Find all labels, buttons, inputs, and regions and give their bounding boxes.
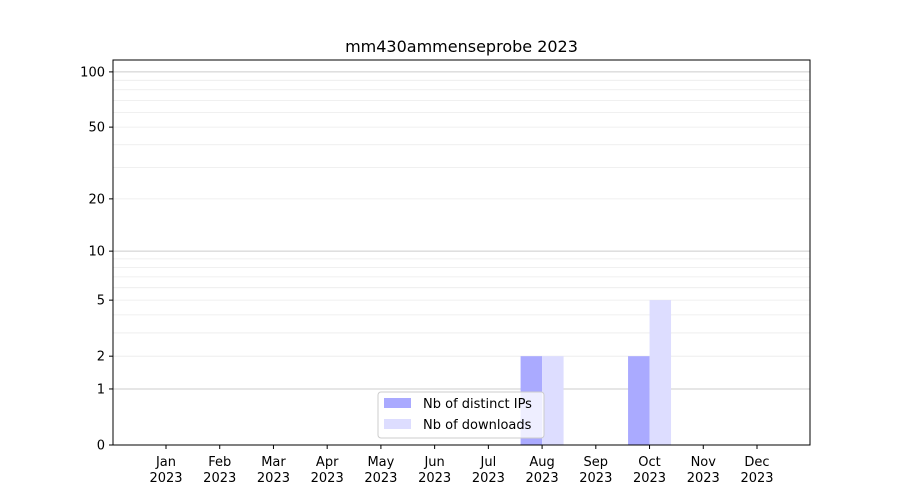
- x-tick-label-year: 2023: [257, 471, 290, 486]
- x-tick-label-month: Oct: [638, 455, 660, 470]
- y-tick-label: 1: [97, 382, 105, 397]
- y-tick-label: 50: [88, 121, 105, 136]
- x-tick-label-year: 2023: [364, 471, 397, 486]
- bar-downloads: [649, 300, 672, 445]
- bar-distinct-ips: [628, 356, 650, 445]
- x-tick-label-month: Mar: [261, 455, 286, 470]
- y-tick-label: 20: [88, 192, 105, 207]
- legend-label: Nb of distinct IPs: [423, 397, 532, 412]
- x-tick-label-year: 2023: [418, 471, 451, 486]
- x-tick-label-year: 2023: [472, 471, 505, 486]
- chart-title: mm430ammenseprobe 2023: [345, 37, 578, 56]
- x-tick-label-month: Sep: [584, 455, 609, 470]
- bar-downloads: [542, 356, 564, 445]
- x-tick-label-month: Jan: [155, 455, 176, 470]
- x-tick-label-year: 2023: [526, 471, 559, 486]
- x-tick-label-year: 2023: [740, 471, 773, 486]
- x-tick-label-year: 2023: [687, 471, 720, 486]
- x-tick-label-year: 2023: [203, 471, 236, 486]
- x-tick-label-month: Feb: [208, 455, 231, 470]
- x-tick-label-year: 2023: [579, 471, 612, 486]
- legend-swatch: [384, 398, 411, 408]
- x-tick-label-month: Nov: [691, 455, 717, 470]
- x-tick-label-year: 2023: [311, 471, 344, 486]
- x-tick-label-year: 2023: [149, 471, 182, 486]
- y-tick-label: 100: [80, 65, 105, 80]
- y-tick-label: 2: [97, 350, 105, 365]
- legend-box: [377, 391, 545, 439]
- x-tick-label-month: Jun: [423, 455, 444, 470]
- y-tick-label: 5: [97, 294, 105, 309]
- x-tick-label-month: Jul: [480, 455, 497, 470]
- x-tick-label-month: Apr: [316, 455, 339, 470]
- y-tick-label: 0: [97, 439, 105, 454]
- x-tick-label-month: May: [367, 455, 394, 470]
- legend-swatch: [384, 419, 411, 429]
- x-tick-label-month: Aug: [529, 455, 554, 470]
- legend-label: Nb of downloads: [423, 418, 532, 433]
- x-tick-label-month: Dec: [744, 455, 769, 470]
- plot-frame: [112, 59, 811, 446]
- y-tick-label: 10: [88, 245, 105, 260]
- x-tick-label-year: 2023: [633, 471, 666, 486]
